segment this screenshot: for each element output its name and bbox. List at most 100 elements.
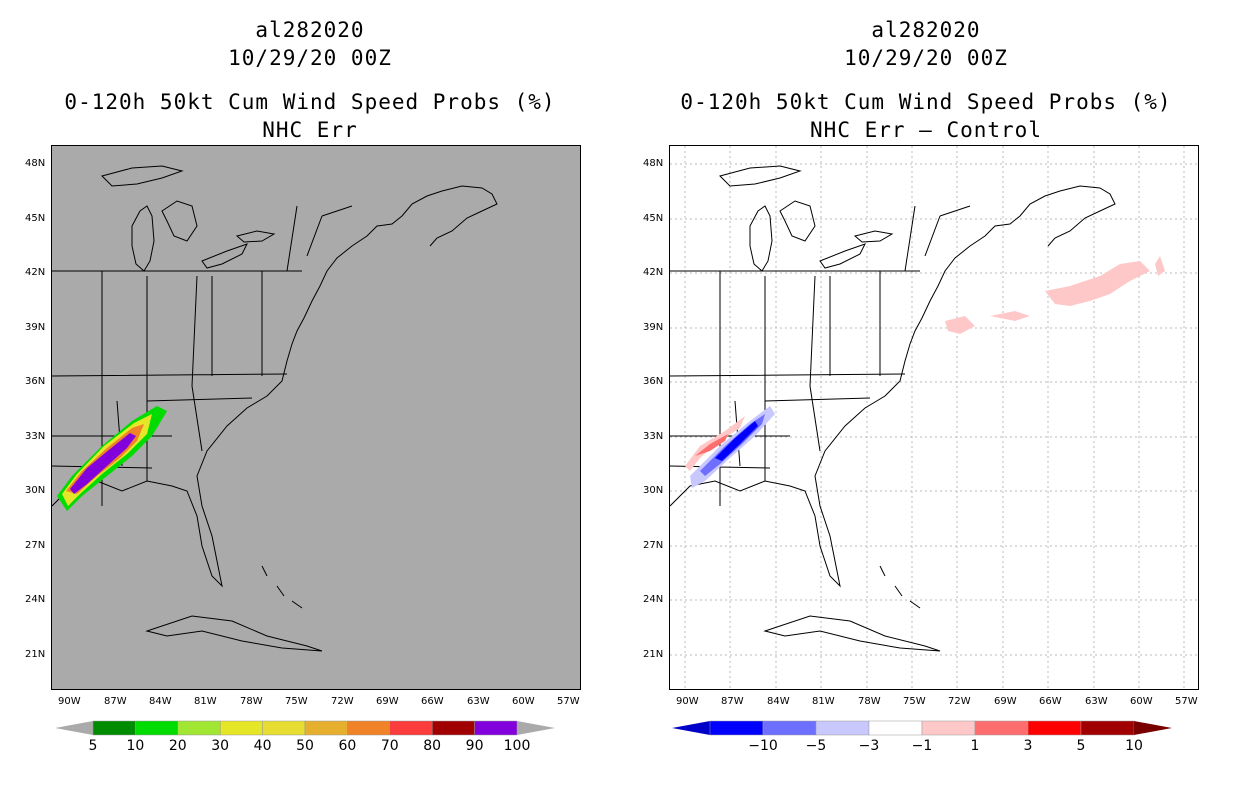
right-map-svg [670, 146, 1198, 689]
left-map-svg [52, 165, 498, 652]
lon-label: 60W [512, 696, 535, 707]
colorbar-segment [92, 720, 136, 736]
right-subtitle: NHC Err – Control [810, 118, 1042, 142]
colorbar-label: −10 [748, 738, 778, 754]
colorbar-right-arrow [517, 721, 555, 735]
lat-label: 45N [25, 213, 46, 224]
right-colorbar [672, 720, 1172, 736]
colorbar-label: 5 [88, 738, 98, 754]
lon-label: 75W [903, 696, 926, 707]
lon-label: 78W [240, 696, 263, 707]
colorbar-segment [219, 720, 263, 736]
colorbar-label: 100 [503, 738, 531, 754]
lake-huron [779, 200, 816, 242]
lat-label: 39N [25, 322, 46, 333]
colorbar-label: 70 [380, 738, 399, 754]
lake-erie [819, 243, 866, 269]
lon-label: 66W [421, 696, 444, 707]
lat-label: 36N [643, 376, 664, 387]
colorbar-label: 40 [253, 738, 272, 754]
colorbar-segment [868, 720, 923, 736]
lat-label: 36N [25, 376, 46, 387]
colorbar-segment [431, 720, 475, 736]
lon-label: 69W [376, 696, 399, 707]
colorbar-segment [709, 720, 764, 736]
left-storm-id: al282020 [255, 18, 365, 42]
lon-label: 63W [467, 696, 490, 707]
lon-label: 57W [557, 696, 580, 707]
colorbar-label: 60 [338, 738, 357, 754]
colorbar-segment [347, 720, 391, 736]
right-datetime: 10/29/20 00Z [844, 46, 1008, 70]
lake-superior [101, 165, 184, 187]
lat-label: 45N [643, 213, 664, 224]
right-storm-id: al282020 [871, 18, 981, 42]
colorbar-label: 30 [211, 738, 230, 754]
colorbar-segment [1080, 720, 1135, 736]
coastline [52, 185, 498, 588]
lon-label: 72W [948, 696, 971, 707]
cuba [145, 615, 323, 652]
colorbar-segment [304, 720, 348, 736]
colorbar-segment [974, 720, 1029, 736]
colorbar-label: 10 [126, 738, 145, 754]
colorbar-segment [921, 720, 976, 736]
colorbar-segment [762, 720, 817, 736]
colorbar-label: 50 [296, 738, 314, 754]
lon-label: 75W [285, 696, 308, 707]
left-product-title: 0-120h 50kt Cum Wind Speed Probs (%) [64, 90, 556, 114]
cuba [763, 615, 941, 652]
lon-label: 84W [767, 696, 790, 707]
lat-label: 33N [643, 431, 664, 442]
lake-ontario [235, 230, 276, 243]
lat-label: 21N [643, 649, 664, 660]
colorbar-segment [135, 720, 179, 736]
colorbar-segment [262, 720, 306, 736]
lat-label: 24N [25, 594, 46, 605]
colorbar-label: −5 [805, 738, 827, 754]
lake-erie [201, 243, 248, 269]
lon-label: 63W [1085, 696, 1108, 707]
lon-label: 90W [676, 696, 699, 707]
lon-label: 69W [994, 696, 1017, 707]
colorbar-label: 20 [168, 738, 187, 754]
lat-label: 30N [643, 485, 664, 496]
lon-label: 78W [858, 696, 881, 707]
lat-label: 27N [643, 540, 664, 551]
lon-label: 87W [721, 696, 744, 707]
colorbar-left-arrow [55, 721, 93, 735]
lon-label: 57W [1175, 696, 1198, 707]
lat-label: 48N [643, 158, 664, 169]
colorbar-label: 1 [970, 738, 980, 754]
lat-label: 42N [643, 267, 664, 278]
left-map [51, 145, 581, 690]
left-datetime: 10/29/20 00Z [228, 46, 392, 70]
right-map [669, 145, 1199, 690]
colorbar-segment [474, 720, 518, 736]
bahamas [261, 565, 303, 609]
lon-label: 90W [58, 696, 81, 707]
lake-huron [161, 200, 198, 242]
lon-label: 66W [1039, 696, 1062, 707]
colorbar-label: 3 [1023, 738, 1033, 754]
bahamas [879, 565, 921, 609]
lake-superior [719, 165, 802, 187]
lat-label: 39N [643, 322, 664, 333]
lat-label: 42N [25, 267, 46, 278]
lat-label: 48N [25, 158, 46, 169]
coastline [670, 185, 1116, 588]
right-product-title: 0-120h 50kt Cum Wind Speed Probs (%) [680, 90, 1172, 114]
colorbar-label: −3 [858, 738, 880, 754]
grid-lines [670, 146, 1198, 689]
lat-label: 27N [25, 540, 46, 551]
lon-label: 87W [104, 696, 127, 707]
lat-label: 33N [25, 431, 46, 442]
lon-label: 84W [149, 696, 172, 707]
lon-label: 81W [194, 696, 217, 707]
colorbar-label: 90 [465, 738, 484, 754]
colorbar-label: 10 [1125, 738, 1143, 754]
lat-label: 30N [25, 485, 46, 496]
difference-field [685, 256, 1165, 488]
lat-label: 21N [25, 649, 46, 660]
colorbar-label: −1 [911, 738, 933, 754]
